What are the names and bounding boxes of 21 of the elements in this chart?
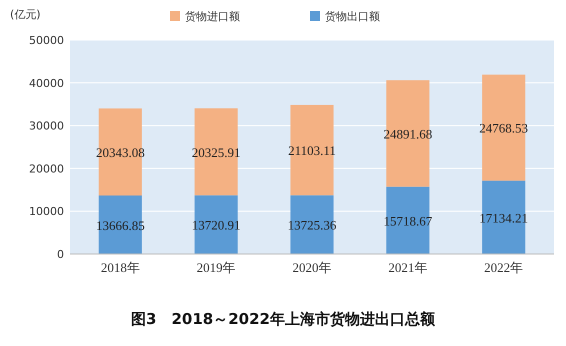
x-tick-label: 2018年 <box>100 260 140 275</box>
y-tick-label: 10000 <box>29 205 64 218</box>
text: 图3 2018～2022年上海市货物进出口总额 <box>131 310 436 328</box>
y-tick-label: 40000 <box>29 76 64 90</box>
y-tick-label: 30000 <box>29 120 64 133</box>
x-tick-label: 2021年 <box>388 260 428 275</box>
y-tick-label: 50000 <box>29 34 64 47</box>
bar <box>290 104 334 196</box>
data-label: 24891.68 <box>383 126 432 142</box>
data-label: 24768.53 <box>479 120 528 136</box>
x-tick-label: 2022年 <box>484 260 524 275</box>
y-tick-label: 20000 <box>29 162 64 176</box>
data-label: 21103.11 <box>288 143 336 158</box>
x-tick-label: 2020年 <box>292 260 332 275</box>
legend-label: 货物出口额 <box>325 10 380 23</box>
y-axis-title: (亿元) <box>10 8 41 21</box>
y-tick-label: 0 <box>57 248 64 261</box>
data-label: 20325.91 <box>192 144 241 160</box>
x-tick-label: 2019年 <box>196 260 236 275</box>
data-label: 20343.08 <box>96 144 145 160</box>
legend-label: 货物进口额 <box>185 10 240 23</box>
